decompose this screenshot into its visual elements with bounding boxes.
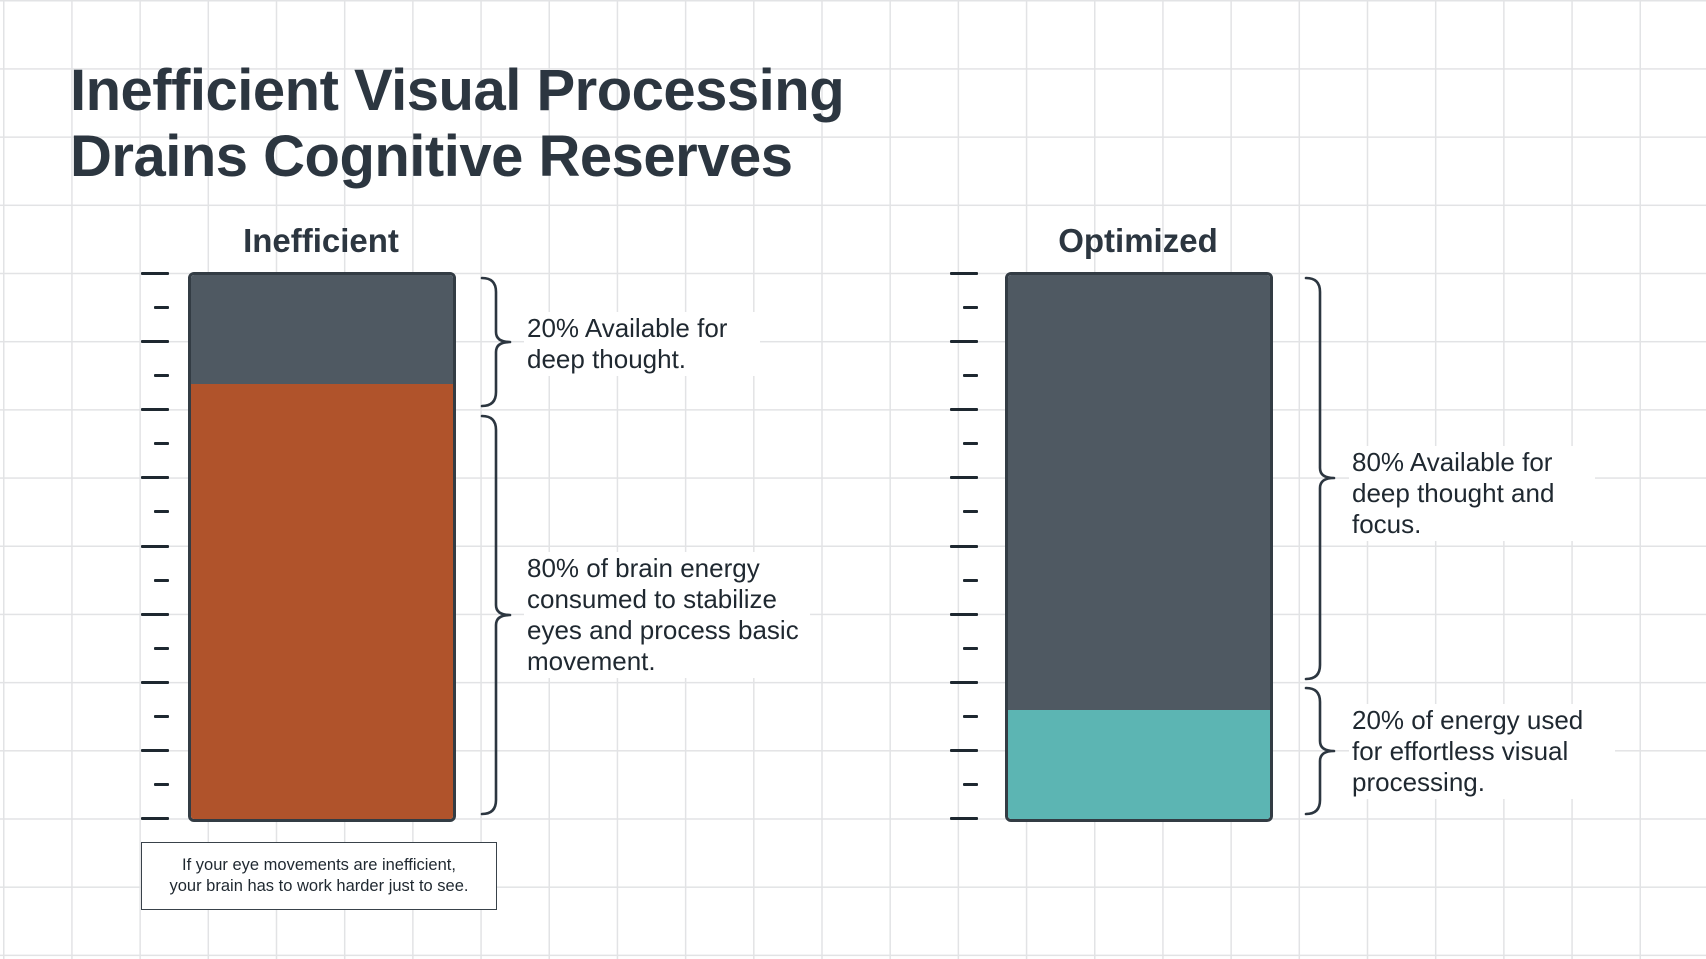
optimized-available-brace: [1304, 276, 1336, 681]
major-tick-mark: [141, 544, 169, 548]
major-tick-mark: [950, 612, 978, 616]
inefficiency-note-box: If your eye movements are inefficient, y…: [141, 842, 497, 910]
optimized-available-text: 80% Available for deep thought and focus…: [1349, 446, 1595, 541]
major-tick-mark: [141, 680, 169, 684]
major-tick-mark: [141, 340, 169, 344]
inefficient-available-text: 20% Available for deep thought.: [524, 312, 760, 376]
minor-tick-mark: [154, 374, 169, 378]
major-tick-mark: [950, 476, 978, 480]
minor-tick-mark: [154, 578, 169, 582]
inefficient-energy-bar: [188, 272, 456, 822]
minor-tick-mark: [963, 510, 978, 514]
inefficient-consumed-brace: [480, 414, 512, 816]
optimized-scale-ticks: [950, 272, 982, 820]
note-line-1: If your eye movements are inefficient,: [182, 856, 456, 874]
minor-tick-mark: [963, 714, 978, 718]
title-line-1: Inefficient Visual Processing: [70, 58, 845, 123]
major-tick-mark: [950, 748, 978, 752]
major-tick-mark: [950, 340, 978, 344]
optimized-available-segment: [1008, 275, 1270, 711]
minor-tick-mark: [963, 442, 978, 446]
major-tick-mark: [141, 408, 169, 412]
minor-tick-mark: [963, 374, 978, 378]
optimized-consumed-segment: [1008, 710, 1270, 819]
major-tick-mark: [141, 817, 169, 820]
page-title: Inefficient Visual Processing Drains Cog…: [70, 58, 845, 190]
minor-tick-mark: [154, 442, 169, 446]
minor-tick-mark: [963, 306, 978, 310]
optimized-consumed-brace: [1304, 686, 1336, 816]
optimized-consumed-text: 20% of energy used for effortless visual…: [1349, 704, 1615, 799]
minor-tick-mark: [154, 714, 169, 718]
optimized-label: Optimized: [1058, 222, 1218, 259]
inefficient-available-brace: [480, 276, 512, 408]
inefficient-consumed-segment: [191, 383, 453, 819]
inefficient-available-segment: [191, 275, 453, 384]
inefficient-label: Inefficient: [243, 222, 399, 259]
minor-tick-mark: [963, 578, 978, 582]
major-tick-mark: [950, 817, 978, 820]
note-line-2: your brain has to work harder just to se…: [169, 877, 469, 895]
minor-tick-mark: [963, 646, 978, 650]
inefficient-consumed-text: 80% of brain energy consumed to stabiliz…: [524, 552, 810, 678]
major-tick-mark: [950, 544, 978, 548]
optimized-energy-bar: [1005, 272, 1273, 822]
minor-tick-mark: [154, 646, 169, 650]
minor-tick-mark: [963, 782, 978, 786]
title-line-2: Drains Cognitive Reserves: [70, 124, 793, 189]
major-tick-mark: [950, 680, 978, 684]
minor-tick-mark: [154, 782, 169, 786]
major-tick-mark: [950, 272, 978, 275]
major-tick-mark: [950, 408, 978, 412]
minor-tick-mark: [154, 510, 169, 514]
major-tick-mark: [141, 612, 169, 616]
major-tick-mark: [141, 272, 169, 275]
major-tick-mark: [141, 748, 169, 752]
inefficient-scale-ticks: [141, 272, 173, 820]
major-tick-mark: [141, 476, 169, 480]
minor-tick-mark: [154, 306, 169, 310]
